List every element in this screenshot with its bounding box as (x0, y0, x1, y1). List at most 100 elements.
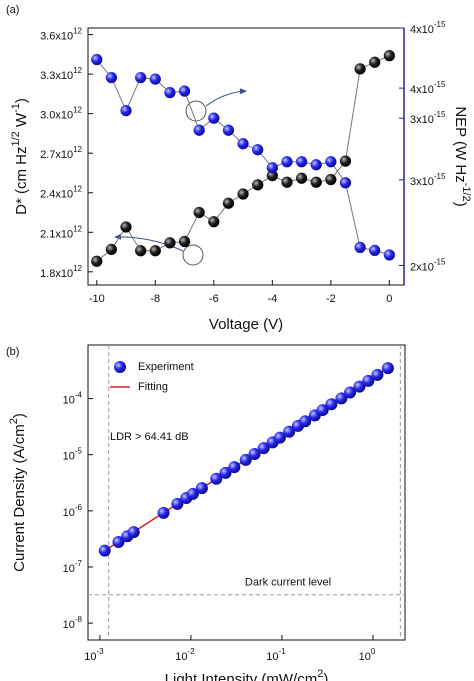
data-point (178, 235, 191, 248)
tick-exponent: 12 (73, 224, 82, 233)
text-part: ) (452, 202, 469, 207)
tick-label: 3.0x1012 (40, 106, 82, 122)
data-point (208, 216, 220, 228)
data-point (222, 197, 235, 209)
data-point (237, 138, 249, 150)
tick-exponent: -15 (434, 258, 446, 267)
text-part: ) (323, 671, 328, 681)
data-point (105, 243, 118, 256)
tick-exponent: -8 (75, 615, 83, 624)
y-axis-title: D* (cm Hz1/2 W-1) (10, 98, 30, 215)
data-point (295, 172, 308, 184)
panel-label: (b) (6, 346, 19, 358)
tick-exponent: 12 (73, 264, 82, 273)
data-point (248, 447, 261, 460)
data-point (362, 374, 375, 387)
data-point (120, 221, 132, 233)
tick-text: 10 (63, 563, 75, 575)
reference-label: Dark current level (245, 577, 331, 589)
tick-label: 4x10-15 (410, 80, 446, 96)
tick-text: 4x10 (410, 84, 434, 96)
text-part: W (13, 112, 30, 131)
text-part: Light Intensity (mW/cm (165, 671, 318, 681)
data-point (222, 124, 235, 136)
tick-text: 3.3x10 (40, 70, 73, 82)
data-point (208, 112, 220, 124)
tick-label: 10-1 (266, 647, 286, 663)
tick-label: 2x10-15 (410, 258, 446, 274)
data-point (105, 71, 118, 84)
data-point (112, 536, 125, 549)
tick-text: 10 (84, 651, 96, 663)
highlight-circle (182, 244, 204, 266)
x-axis-title: Light Intensity (mW/cm2) (165, 668, 329, 681)
data-point (252, 179, 264, 191)
text-part: NEP (W Hz (452, 106, 469, 182)
text-part: Current Density (A/cm (11, 424, 28, 572)
data-point (295, 156, 308, 168)
tick-text: 3.6x10 (40, 30, 73, 42)
plot-frame (87, 344, 406, 641)
tick-text: 1.8x10 (40, 268, 73, 280)
superscript: 2 (8, 418, 20, 424)
data-point (339, 177, 352, 189)
tick-label: -2 (326, 293, 336, 305)
data-point (353, 380, 366, 393)
data-point (339, 155, 352, 167)
tick-label: -4 (267, 293, 277, 305)
tick-text: 10 (63, 451, 75, 463)
data-point (252, 144, 264, 156)
data-point (135, 71, 147, 84)
tick-exponent: 0 (371, 647, 376, 656)
data-point (120, 105, 132, 117)
tick-text: 10 (175, 651, 187, 663)
tick-exponent: 12 (73, 27, 82, 36)
tick-text: 10 (359, 651, 371, 663)
data-point (98, 544, 111, 557)
tick-exponent: 12 (73, 106, 82, 115)
data-point (344, 386, 357, 399)
tick-label: 1.8x1012 (40, 264, 82, 280)
tick-label: 10-6 (63, 503, 83, 519)
tick-label: 2.7x1012 (40, 145, 82, 161)
panel-label: (a) (6, 4, 19, 16)
data-point (316, 404, 329, 417)
tick-text: 2x10 (410, 261, 434, 273)
data-point (135, 245, 147, 257)
data-point (210, 472, 223, 485)
tick-text: 2.1x10 (40, 228, 73, 240)
tick-text: 10 (63, 394, 75, 406)
data-point (310, 159, 322, 171)
data-point (310, 176, 322, 188)
data-point (257, 442, 270, 455)
data-point (195, 482, 208, 495)
tick-label: 3x10-15 (410, 110, 446, 126)
data-point (383, 249, 396, 261)
legend-marker (114, 361, 126, 373)
tick-text: 2.7x10 (40, 149, 73, 161)
data-point (149, 245, 161, 257)
data-point (239, 453, 252, 466)
tick-label: 2.4x1012 (40, 185, 82, 201)
tick-text: 3x10 (410, 176, 434, 188)
data-point (354, 241, 366, 254)
data-point (228, 461, 241, 474)
data-point (325, 173, 337, 186)
data-point (178, 85, 191, 97)
data-point (335, 392, 348, 405)
data-point (381, 362, 394, 375)
data-point (325, 398, 338, 411)
tick-exponent: -15 (434, 20, 446, 29)
data-point (371, 368, 384, 381)
data-point (157, 506, 170, 519)
data-point (149, 73, 161, 85)
superscript: 2 (317, 668, 323, 680)
data-point (164, 86, 176, 99)
data-point (369, 56, 381, 68)
tick-exponent: -5 (75, 447, 83, 456)
tick-text: 3.0x10 (40, 110, 73, 122)
text-part: ) (13, 98, 30, 103)
data-point (193, 206, 205, 219)
tick-label: 0 (386, 293, 392, 305)
tick-label: -6 (209, 293, 219, 305)
